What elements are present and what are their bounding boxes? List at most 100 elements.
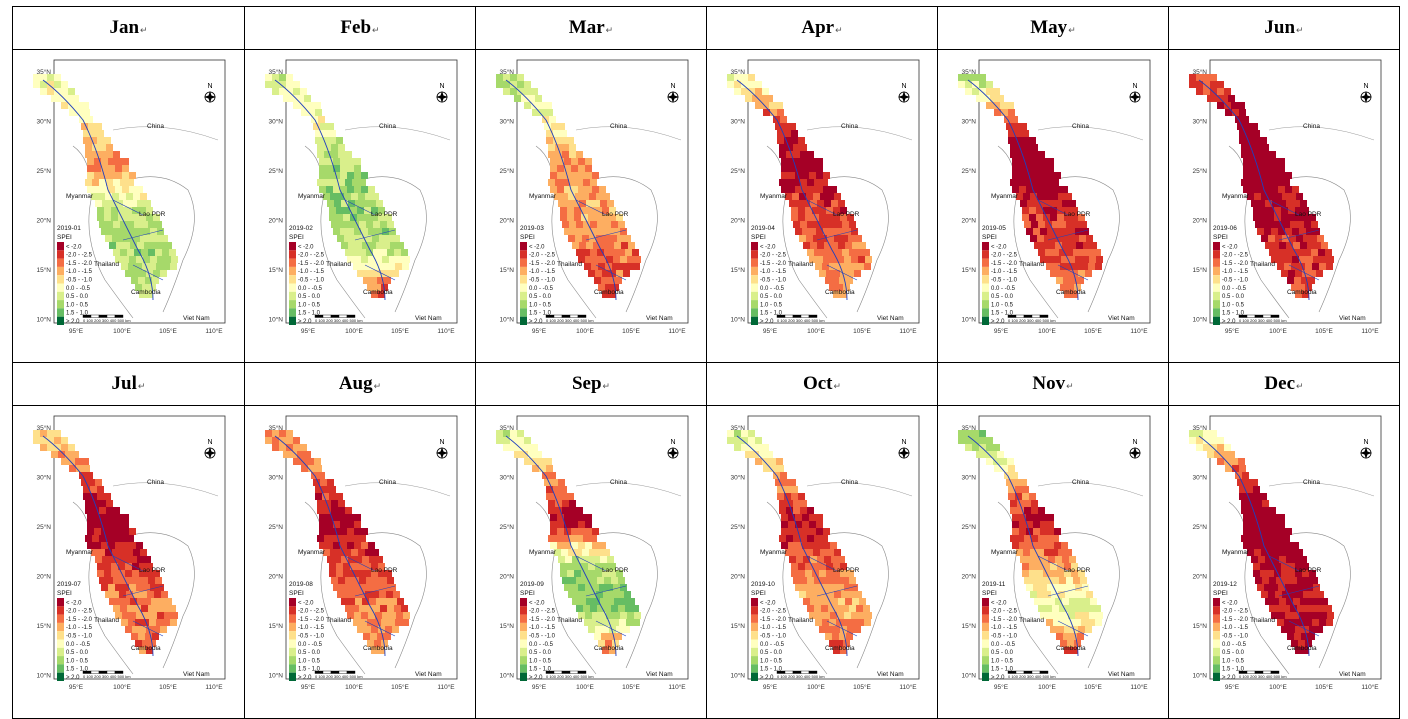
spei-cell — [141, 249, 148, 256]
spei-cell — [755, 458, 762, 465]
spei-cell — [979, 74, 986, 81]
spei-cell — [129, 612, 136, 619]
longitude-label: 95°E — [69, 683, 84, 691]
spei-cell — [562, 221, 569, 228]
spei-cell — [510, 444, 517, 451]
spei-cell — [348, 598, 355, 605]
spei-cell — [1281, 214, 1288, 221]
spei-cell — [1196, 88, 1203, 95]
spei-cell — [1052, 249, 1059, 256]
spei-cell — [1303, 235, 1310, 242]
spei-cell — [560, 214, 567, 221]
spei-cell — [1062, 242, 1069, 249]
spei-cell — [607, 598, 614, 605]
spei-cell — [158, 242, 165, 249]
spei-cell — [1040, 542, 1047, 549]
month-title: Dec — [1264, 373, 1296, 394]
spei-cell — [171, 256, 178, 263]
spei-cell — [115, 172, 122, 179]
legend-label: -2.0 - -2.5 — [66, 253, 93, 259]
spei-cell — [1271, 514, 1278, 521]
legend-swatch — [1213, 316, 1220, 325]
spei-cell — [548, 179, 555, 186]
spei-cell — [1008, 109, 1015, 116]
country-label: Thailand — [788, 617, 813, 624]
spei-cell — [69, 109, 76, 116]
spei-cell — [324, 179, 331, 186]
country-label: Viet Nam — [1108, 315, 1135, 322]
spei-cell — [373, 577, 380, 584]
mekong-river — [967, 435, 1079, 657]
spei-cell — [317, 507, 324, 514]
spei-cell — [373, 249, 380, 256]
spei-cell — [1062, 598, 1069, 605]
spei-cell — [825, 277, 832, 284]
spei-cell — [127, 535, 134, 542]
spei-cell — [1203, 81, 1210, 88]
spei-cell — [1071, 214, 1078, 221]
spei-cell — [1243, 514, 1250, 521]
spei-cell — [1095, 619, 1102, 626]
spei-cell — [1008, 137, 1015, 144]
spei-cell — [850, 263, 857, 270]
spei-cell — [389, 256, 396, 263]
longitude-label: 95°E — [532, 327, 547, 335]
spei-cell — [1073, 605, 1080, 612]
spei-cell — [137, 598, 144, 605]
spei-map-panel: 35°N30°N25°N20°N15°N10°N95°E 100°E 105°E 11… — [33, 415, 226, 691]
spei-cell — [146, 214, 153, 221]
legend-swatch — [751, 266, 758, 276]
spei-cell — [333, 584, 340, 591]
spei-cell — [324, 500, 331, 507]
spei-cell — [380, 249, 387, 256]
spei-cell — [836, 284, 843, 291]
spei-cell — [510, 437, 517, 444]
scale-label: 0 100 200 300 400 500 km — [315, 674, 363, 679]
spei-cell — [800, 507, 807, 514]
spei-cell — [1300, 598, 1307, 605]
spei-cell — [336, 214, 343, 221]
spei-cell — [157, 612, 164, 619]
spei-cell — [777, 130, 784, 137]
spei-cell — [122, 542, 129, 549]
spei-cell — [113, 577, 120, 584]
latitude-label: 10°N — [268, 316, 283, 324]
spei-cell — [1069, 598, 1076, 605]
spei-cell — [817, 242, 824, 249]
spei-cell — [965, 88, 972, 95]
spei-cell — [97, 207, 104, 214]
spei-cell — [1030, 591, 1037, 598]
spei-cell — [795, 514, 802, 521]
latitude-label: 30°N — [961, 474, 976, 482]
spei-cell — [1292, 612, 1299, 619]
spei-cell — [567, 563, 574, 570]
spei-cell — [128, 619, 135, 626]
spei-cell — [1019, 514, 1026, 521]
spei-cell — [131, 633, 138, 640]
north-label: N — [439, 439, 444, 446]
spei-cell — [569, 179, 576, 186]
country-label: Thailand — [1250, 261, 1275, 268]
spei-cell — [1291, 640, 1298, 647]
spei-cell — [361, 172, 368, 179]
scale-bar-segment — [577, 314, 587, 318]
map-cell: 35°N 30°N 25°N 20°N 15°N 10°N 95°E 100°E 105°E 11… — [706, 49, 938, 363]
spei-cell — [1075, 584, 1082, 591]
country-border — [575, 482, 682, 497]
spei-cell — [965, 430, 972, 437]
spei-cell — [826, 214, 833, 221]
tributary — [1268, 555, 1320, 637]
latitude-label: 30°N — [268, 118, 283, 126]
spei-cell — [634, 256, 641, 263]
spei-cell — [379, 235, 386, 242]
spei-cell — [531, 102, 538, 109]
spei-cell — [106, 507, 113, 514]
country-label: Cambodia — [1287, 289, 1317, 296]
spei-cell — [1073, 577, 1080, 584]
spei-cell — [170, 263, 177, 270]
spei-cell — [272, 74, 279, 81]
legend-label: < -2.0 — [760, 600, 776, 606]
spei-cell — [116, 598, 123, 605]
spei-cell — [139, 207, 146, 214]
spei-cell — [331, 179, 338, 186]
